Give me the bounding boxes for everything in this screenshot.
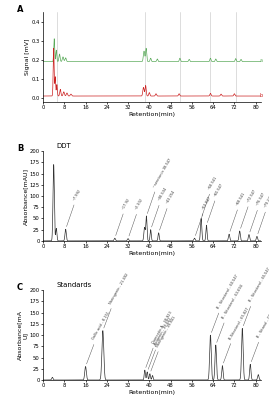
Text: B: B [17, 144, 23, 153]
Text: ~38.534: ~38.534 [157, 187, 168, 202]
Text: Standards: Standards [56, 282, 91, 288]
Text: ~53.847: ~53.847 [201, 195, 212, 210]
Y-axis label: Absorbance[mAU]: Absorbance[mAU] [23, 168, 28, 224]
Y-axis label: Absorbance[mA
U]: Absorbance[mA U] [17, 310, 28, 360]
Text: Naringenin - 39.841: Naringenin - 39.841 [156, 316, 177, 348]
Text: ~79.241: ~79.241 [263, 193, 269, 208]
Text: b: b [260, 92, 263, 98]
Text: ~2.102: ~2.102 [134, 198, 144, 211]
Text: ~7.992: ~7.992 [72, 188, 82, 201]
X-axis label: Retention(min): Retention(min) [129, 251, 175, 256]
Y-axis label: Signal [mV]: Signal [mV] [25, 39, 30, 75]
Text: Apigenin - 39.641: Apigenin - 39.641 [153, 317, 172, 346]
Text: C: C [17, 283, 23, 292]
Text: DDT: DDT [56, 143, 71, 149]
Text: a: a [260, 58, 263, 63]
X-axis label: Retention(min): Retention(min) [129, 390, 175, 395]
Text: ~43.254: ~43.254 [165, 190, 176, 205]
Text: B - Sitosterol - 65.547: B - Sitosterol - 65.547 [249, 267, 269, 303]
Text: Gallic acid - 8.151: Gallic acid - 8.151 [92, 311, 111, 341]
Text: B - Sitanol - 74.463: B - Sitanol - 74.463 [256, 307, 269, 339]
Text: ~17.92: ~17.92 [121, 197, 131, 210]
Text: ~76.547: ~76.547 [255, 192, 266, 207]
Text: ~68.541: ~68.541 [235, 191, 246, 206]
X-axis label: Retention(min): Retention(min) [129, 112, 175, 117]
Text: ~serotonin 38.547: ~serotonin 38.547 [153, 158, 173, 188]
Text: Quercetin A - 38.923: Quercetin A - 38.923 [151, 311, 173, 344]
Text: B - Sitosterol - 63.694: B - Sitosterol - 63.694 [222, 284, 245, 320]
Text: A: A [17, 5, 23, 14]
Text: B-Sitosterol - 65.827: B-Sitosterol - 65.827 [228, 306, 250, 340]
Text: Naringenin - 21.492: Naringenin - 21.492 [109, 272, 130, 305]
Text: ~60.547: ~60.547 [213, 182, 224, 197]
Text: B - Sitosterol - 60.547: B - Sitosterol - 60.547 [217, 274, 239, 310]
Text: ~72.547: ~72.547 [246, 188, 257, 203]
Text: ~58.541: ~58.541 [207, 176, 218, 191]
